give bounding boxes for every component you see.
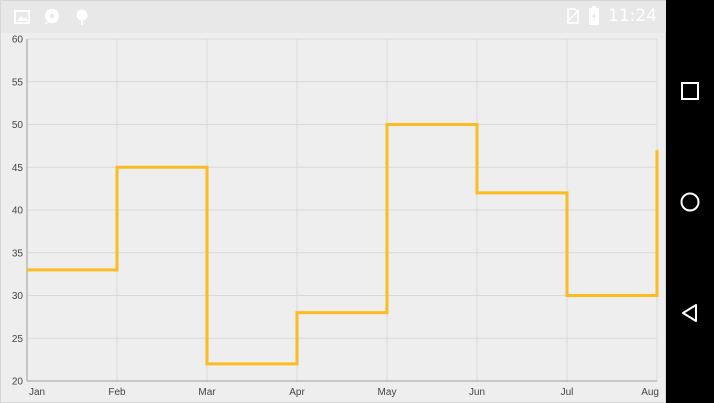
x-tick-label: Aug bbox=[641, 387, 659, 398]
status-system-icons: 11:24 bbox=[566, 6, 657, 26]
x-tick-label: Jun bbox=[469, 387, 485, 398]
series-step-line bbox=[27, 123, 659, 366]
back-button[interactable] bbox=[666, 289, 714, 337]
y-tick-label: 40 bbox=[12, 206, 24, 217]
x-tick-label: Apr bbox=[289, 387, 305, 398]
status-time: 11:24 bbox=[608, 6, 657, 26]
triangle-back-icon bbox=[682, 304, 697, 322]
x-tick-label: Feb bbox=[108, 387, 126, 398]
chat-icon bbox=[45, 9, 59, 25]
status-notification-icons bbox=[13, 8, 91, 26]
y-tick-label: 50 bbox=[12, 120, 24, 131]
y-tick-label: 60 bbox=[12, 35, 24, 46]
circle-icon bbox=[680, 192, 700, 212]
battery-icon bbox=[589, 6, 599, 25]
y-tick-label: 55 bbox=[12, 77, 24, 88]
y-tick-label: 20 bbox=[12, 377, 24, 388]
series-layer bbox=[27, 123, 659, 366]
y-tick-label: 35 bbox=[12, 248, 24, 259]
image-icon bbox=[14, 10, 30, 24]
x-tick-label: Jul bbox=[561, 387, 574, 398]
y-tick-label: 45 bbox=[12, 163, 24, 174]
tick-labels: 20 25 30 35 40 45 50 55 60 Jan Feb Mar Apr May Jun Jul A… bbox=[12, 35, 659, 399]
home-button[interactable] bbox=[666, 178, 714, 226]
grid bbox=[26, 38, 658, 382]
location-pin-icon bbox=[76, 9, 88, 25]
status-bar: 11:24 bbox=[1, 1, 667, 33]
y-tick-label: 25 bbox=[12, 334, 24, 345]
no-sim-icon bbox=[566, 8, 580, 24]
x-tick-label: Jan bbox=[29, 387, 45, 398]
navigation-bar bbox=[666, 0, 714, 403]
x-tick-label: Mar bbox=[198, 387, 216, 398]
x-tick-label: May bbox=[378, 387, 397, 398]
device-screen: 11:24 20 25 30 35 40 45 50 55 60 Jan Feb Mar Apr May J… bbox=[0, 0, 667, 403]
square-icon bbox=[681, 82, 699, 100]
y-tick-label: 30 bbox=[12, 291, 24, 302]
axes bbox=[26, 39, 657, 382]
recents-button[interactable] bbox=[666, 67, 714, 115]
step-line-chart: 20 25 30 35 40 45 50 55 60 Jan Feb Mar Apr May Jun Jul A… bbox=[12, 35, 659, 399]
